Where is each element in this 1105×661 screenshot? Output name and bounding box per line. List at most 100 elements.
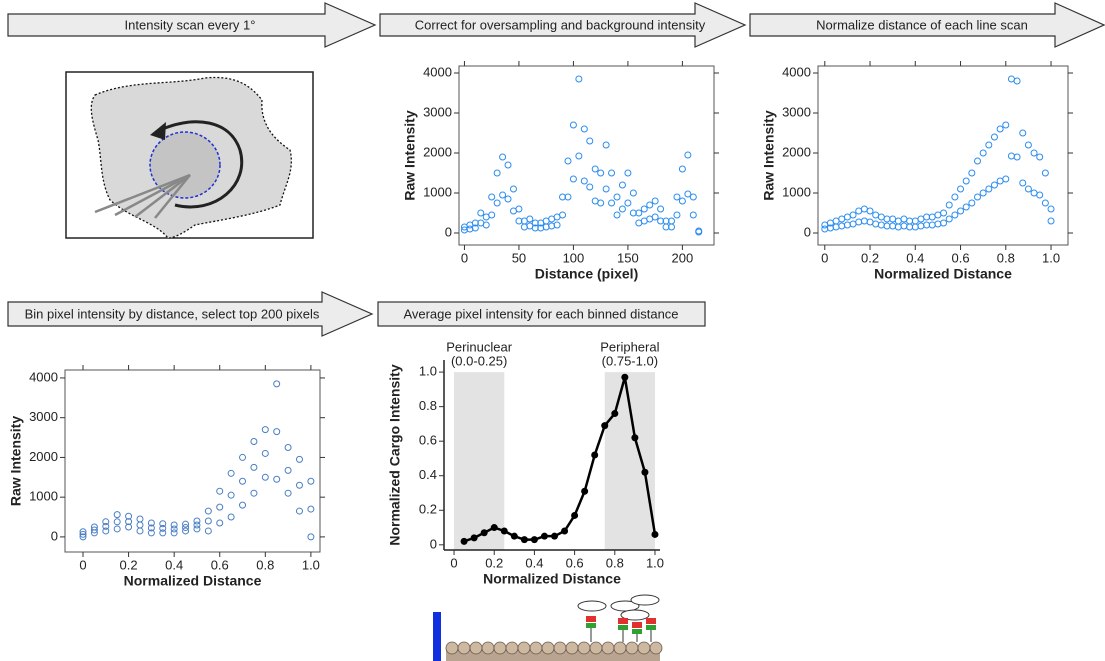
- point: [924, 214, 930, 220]
- point: [884, 216, 890, 222]
- y-tick-label: 1000: [29, 489, 58, 504]
- x-tick-label: 0.6: [211, 557, 229, 572]
- point: [274, 381, 280, 387]
- point: [924, 222, 930, 228]
- region-range: (0.75-1.0): [602, 353, 658, 368]
- point: [510, 208, 516, 214]
- point: [501, 528, 508, 535]
- point: [1048, 206, 1054, 212]
- point: [1025, 142, 1031, 148]
- point: [592, 166, 598, 172]
- point: [641, 206, 647, 212]
- point: [1003, 122, 1009, 128]
- point: [576, 76, 582, 82]
- point: [929, 222, 935, 228]
- point: [114, 526, 120, 532]
- step-label: Intensity scan every 1°: [125, 17, 256, 32]
- point: [895, 224, 901, 230]
- point: [625, 170, 631, 176]
- point: [1020, 130, 1026, 136]
- point: [505, 162, 511, 168]
- y-tick-label: 2000: [423, 144, 452, 159]
- step-label: Bin pixel intensity by distance, select …: [25, 306, 320, 321]
- point: [251, 490, 257, 496]
- point: [296, 508, 302, 514]
- x-tick-label: 0: [450, 555, 457, 570]
- point: [652, 198, 658, 204]
- point: [674, 212, 680, 218]
- point: [461, 538, 468, 545]
- point: [511, 533, 518, 540]
- point: [963, 204, 969, 210]
- figure: Intensity scan every 1° Correct for over…: [0, 0, 1105, 661]
- point: [510, 186, 516, 192]
- point: [228, 492, 234, 498]
- point: [997, 178, 1003, 184]
- x-tick-label: 1.0: [302, 557, 320, 572]
- x-tick-label: 0.6: [951, 250, 969, 265]
- point: [205, 528, 211, 534]
- y-tick-label: 2000: [782, 144, 811, 159]
- point: [997, 126, 1003, 132]
- point: [527, 216, 533, 222]
- point: [952, 194, 958, 200]
- x-axis-label: Normalized Distance: [874, 266, 1012, 282]
- point: [975, 158, 981, 164]
- point: [598, 200, 604, 206]
- point: [861, 206, 867, 212]
- point: [1031, 150, 1037, 156]
- point: [541, 533, 548, 540]
- point: [251, 439, 257, 445]
- point: [890, 216, 896, 222]
- point: [160, 525, 166, 531]
- x-tick-label: 200: [672, 250, 694, 265]
- x-tick-label: 0: [461, 250, 468, 265]
- point: [609, 200, 615, 206]
- y-tick-label: 3000: [782, 104, 811, 119]
- point: [603, 186, 609, 192]
- point: [285, 467, 291, 473]
- point: [614, 194, 620, 200]
- point: [500, 192, 506, 198]
- point: [560, 212, 566, 218]
- point: [839, 223, 845, 229]
- point: [647, 202, 653, 208]
- point: [946, 216, 952, 222]
- point: [878, 214, 884, 220]
- point: [565, 158, 571, 164]
- point: [228, 470, 234, 476]
- x-tick-label: 0.6: [566, 555, 584, 570]
- point: [621, 374, 628, 381]
- x-tick-label: 0.4: [525, 555, 543, 570]
- y-tick-label: 4000: [782, 64, 811, 79]
- point: [1020, 180, 1026, 186]
- point: [1025, 186, 1031, 192]
- point: [679, 166, 685, 172]
- point: [576, 153, 582, 159]
- point: [217, 520, 223, 526]
- motors: [578, 595, 659, 642]
- point: [907, 218, 913, 224]
- region: [605, 372, 655, 550]
- point: [856, 219, 862, 225]
- point: [581, 178, 587, 184]
- point: [483, 222, 489, 228]
- region-label: Peripheral: [600, 339, 659, 354]
- step-label: Correct for oversampling and background …: [415, 17, 706, 32]
- y-tick-label: 0: [51, 528, 58, 543]
- point: [652, 214, 658, 220]
- point: [833, 224, 839, 230]
- point: [494, 170, 500, 176]
- point: [1042, 200, 1048, 206]
- point: [581, 488, 588, 495]
- point: [1048, 218, 1054, 224]
- point: [884, 223, 890, 229]
- point: [641, 469, 648, 476]
- point: [935, 221, 941, 227]
- point: [285, 490, 291, 496]
- point: [609, 170, 615, 176]
- point: [685, 152, 691, 158]
- point: [1003, 176, 1009, 182]
- y-tick-label: 0: [430, 536, 437, 551]
- nucleus-outline: [150, 132, 220, 198]
